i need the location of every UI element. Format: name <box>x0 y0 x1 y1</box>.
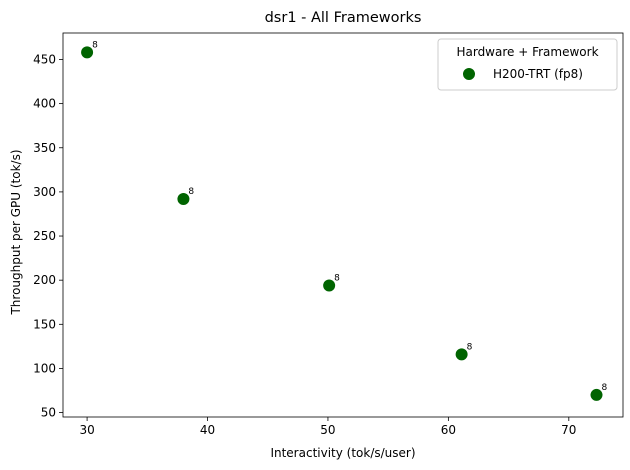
y-tick-label: 250 <box>33 229 56 243</box>
point-label: 8 <box>188 187 194 197</box>
x-tick-label: 50 <box>320 423 335 437</box>
y-tick-label: 150 <box>33 317 56 331</box>
axes: 30 40 50 60 70 50 100 150 200 250 300 350 400 450 <box>33 32 624 437</box>
point-label: 8 <box>602 383 608 393</box>
y-tick-label: 50 <box>41 406 56 420</box>
plot-frame <box>62 32 624 418</box>
x-tick-label: 40 <box>200 423 215 437</box>
legend-box <box>437 38 618 91</box>
data-point <box>81 46 94 59</box>
data-point <box>323 279 336 292</box>
y-tick-label: 350 <box>33 141 56 155</box>
point-label: 8 <box>334 273 340 283</box>
y-tick-label: 200 <box>33 273 56 287</box>
x-axis-label: Interactivity (tok/s/user) <box>270 446 415 460</box>
y-tick-label: 300 <box>33 185 56 199</box>
x-tick-label: 60 <box>441 423 456 437</box>
data-point <box>455 348 468 361</box>
legend-title: Hardware + Framework <box>456 45 598 59</box>
plot-area: 8 8 8 8 8 <box>81 40 608 401</box>
y-tick-label: 450 <box>33 52 56 66</box>
y-axis-label: Throughput per GPU (tok/s) <box>9 149 23 315</box>
legend-marker <box>463 68 475 80</box>
data-point <box>590 388 603 401</box>
chart-title: dsr1 - All Frameworks <box>265 10 422 26</box>
x-tick-label: 70 <box>561 423 576 437</box>
y-tick-label: 400 <box>33 97 56 111</box>
point-label: 8 <box>467 342 473 352</box>
y-tick-label: 100 <box>33 361 56 375</box>
point-label: 8 <box>92 40 98 50</box>
legend-entry-label: H200-TRT (fp8) <box>493 67 583 81</box>
data-point <box>177 192 190 205</box>
x-tick-label: 30 <box>79 423 94 437</box>
legend: Hardware + Framework H200-TRT (fp8) <box>437 38 618 91</box>
